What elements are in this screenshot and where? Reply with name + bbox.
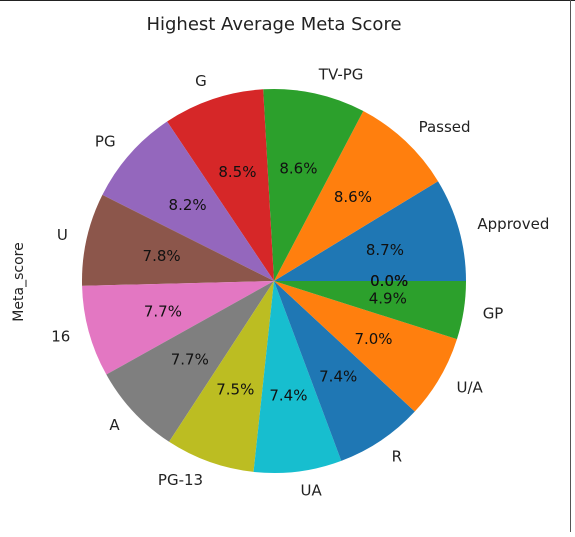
percent-label: 0.0% [370, 272, 408, 290]
percent-label: 7.7% [171, 351, 209, 369]
category-label: U [57, 226, 68, 244]
percent-label: 4.9% [369, 290, 407, 308]
pie-slice [169, 281, 274, 472]
percent-label: 7.0% [354, 330, 392, 348]
pie-slice [82, 281, 274, 375]
percent-label: 8.6% [279, 159, 317, 177]
percent-labels: 8.7% 8.6% 8.6% 8.5% 8.2% 7.8% 7.7% 7.7% 7.5% 7.4%… [143, 159, 409, 404]
category-label: GP [483, 304, 504, 322]
category-labels: Approved Passed TV-PG G PG U 16 A PG-13 UA R U/A GP [51, 66, 549, 500]
pie-slice [106, 281, 274, 442]
pie-slice [274, 111, 439, 281]
category-label: R [392, 447, 402, 465]
pie-slice [81, 194, 274, 286]
percent-label: 7.7% [144, 302, 182, 320]
pie-slice [274, 281, 466, 340]
percent-label: 8.7% [366, 241, 404, 259]
pie-slice [263, 89, 364, 281]
category-label: TV-PG [318, 66, 364, 84]
category-label: PG [95, 132, 116, 150]
percent-label: 8.5% [218, 163, 256, 181]
pie-slice [167, 89, 274, 281]
percent-label: 8.2% [169, 196, 207, 214]
category-label: UA [301, 482, 323, 500]
percent-label: 7.5% [216, 381, 254, 399]
pie-slice [102, 121, 274, 281]
category-label: 16 [51, 328, 70, 346]
category-label: A [109, 416, 120, 434]
category-label: Passed [419, 118, 471, 136]
percent-label: 8.6% [334, 188, 372, 206]
chart-title: Highest Average Meta Score [146, 14, 401, 35]
top-border [0, 0, 575, 1]
pie-slice [274, 281, 457, 412]
category-label: Approved [477, 215, 549, 233]
percent-label: 7.4% [319, 368, 357, 386]
pie-slice [274, 181, 466, 281]
category-label: PG-13 [158, 471, 203, 489]
category-label: G [195, 72, 207, 90]
percent-label: 0.0% [370, 272, 408, 290]
percent-label: 7.8% [143, 247, 181, 265]
pie-slices [81, 89, 466, 474]
pie-slice [253, 281, 342, 474]
category-label: U/A [457, 378, 484, 396]
percent-label: 0.0% [370, 272, 408, 290]
percent-label: 7.4% [269, 386, 307, 404]
right-border [570, 0, 571, 532]
y-axis-label: Meta_score [11, 242, 27, 321]
pie-slice [274, 281, 415, 461]
